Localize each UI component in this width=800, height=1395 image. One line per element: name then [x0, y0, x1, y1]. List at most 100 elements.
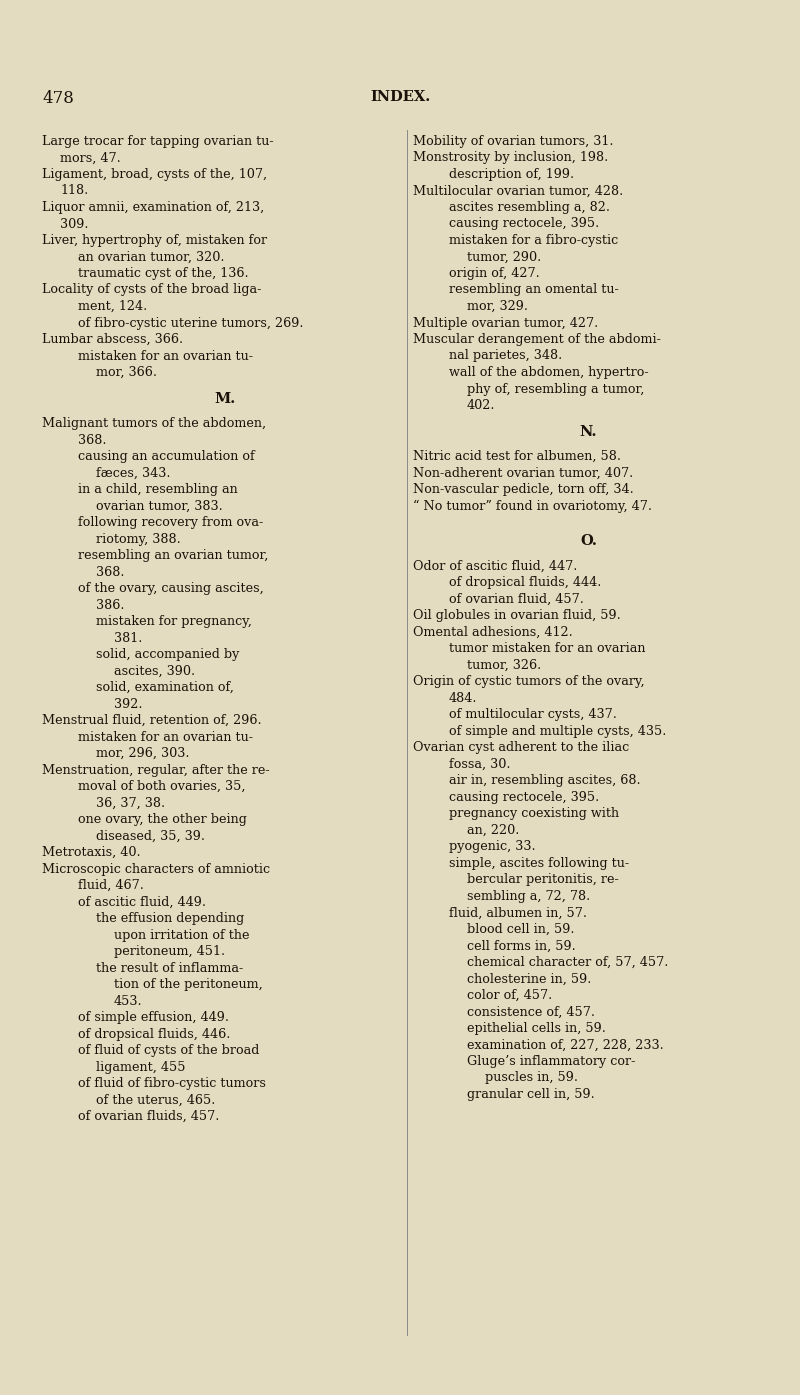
- Text: resembling an ovarian tumor,: resembling an ovarian tumor,: [78, 550, 268, 562]
- Text: Nitric acid test for albumen, 58.: Nitric acid test for albumen, 58.: [413, 451, 621, 463]
- Text: Non-adherent ovarian tumor, 407.: Non-adherent ovarian tumor, 407.: [413, 467, 634, 480]
- Text: Malignant tumors of the abdomen,: Malignant tumors of the abdomen,: [42, 417, 266, 430]
- Text: resembling an omental tu-: resembling an omental tu-: [449, 283, 618, 297]
- Text: tumor, 290.: tumor, 290.: [467, 251, 542, 264]
- Text: Omental adhesions, 412.: Omental adhesions, 412.: [413, 626, 573, 639]
- Text: Lumbar abscess, 366.: Lumbar abscess, 366.: [42, 333, 183, 346]
- Text: ascites resembling a, 82.: ascites resembling a, 82.: [449, 201, 610, 213]
- Text: an, 220.: an, 220.: [467, 824, 519, 837]
- Text: pyogenic, 33.: pyogenic, 33.: [449, 840, 536, 854]
- Text: of fluid of cysts of the broad: of fluid of cysts of the broad: [78, 1043, 259, 1057]
- Text: in a child, resembling an: in a child, resembling an: [78, 483, 238, 497]
- Text: 368.: 368.: [78, 434, 106, 446]
- Text: Metrotaxis, 40.: Metrotaxis, 40.: [42, 847, 141, 859]
- Text: blood cell in, 59.: blood cell in, 59.: [467, 923, 574, 936]
- Text: mistaken for an ovarian tu-: mistaken for an ovarian tu-: [78, 731, 253, 744]
- Text: ascites, 390.: ascites, 390.: [114, 664, 195, 678]
- Text: color of, 457.: color of, 457.: [467, 989, 552, 1002]
- Text: Oil globules in ovarian fluid, 59.: Oil globules in ovarian fluid, 59.: [413, 610, 621, 622]
- Text: riotomy, 388.: riotomy, 388.: [96, 533, 181, 545]
- Text: examination of, 227, 228, 233.: examination of, 227, 228, 233.: [467, 1038, 664, 1052]
- Text: peritoneum, 451.: peritoneum, 451.: [114, 946, 225, 958]
- Text: an ovarian tumor, 320.: an ovarian tumor, 320.: [78, 251, 225, 264]
- Text: ligament, 455: ligament, 455: [96, 1060, 186, 1074]
- Text: pregnancy coexisting with: pregnancy coexisting with: [449, 808, 619, 820]
- Text: Liver, hypertrophy of, mistaken for: Liver, hypertrophy of, mistaken for: [42, 234, 267, 247]
- Text: sembling a, 72, 78.: sembling a, 72, 78.: [467, 890, 590, 903]
- Text: N.: N.: [580, 424, 598, 438]
- Text: following recovery from ova-: following recovery from ova-: [78, 516, 263, 529]
- Text: mistaken for an ovarian tu-: mistaken for an ovarian tu-: [78, 350, 253, 363]
- Text: origin of, 427.: origin of, 427.: [449, 266, 540, 280]
- Text: Ovarian cyst adherent to the iliac: Ovarian cyst adherent to the iliac: [413, 741, 630, 755]
- Text: of ascitic fluid, 449.: of ascitic fluid, 449.: [78, 896, 206, 908]
- Text: tumor, 326.: tumor, 326.: [467, 658, 542, 672]
- Text: Mobility of ovarian tumors, 31.: Mobility of ovarian tumors, 31.: [413, 135, 614, 148]
- Text: diseased, 35, 39.: diseased, 35, 39.: [96, 830, 205, 843]
- Text: 484.: 484.: [449, 692, 478, 704]
- Text: 386.: 386.: [96, 598, 125, 611]
- Text: of the uterus, 465.: of the uterus, 465.: [96, 1094, 215, 1106]
- Text: Microscopic characters of amniotic: Microscopic characters of amniotic: [42, 862, 270, 876]
- Text: 118.: 118.: [60, 184, 88, 198]
- Text: chemical character of, 57, 457.: chemical character of, 57, 457.: [467, 956, 668, 970]
- Text: one ovary, the other being: one ovary, the other being: [78, 813, 247, 826]
- Text: Locality of cysts of the broad liga-: Locality of cysts of the broad liga-: [42, 283, 262, 297]
- Text: 478: 478: [42, 91, 74, 107]
- Text: of ovarian fluid, 457.: of ovarian fluid, 457.: [449, 593, 584, 605]
- Text: of simple effusion, 449.: of simple effusion, 449.: [78, 1011, 229, 1024]
- Text: INDEX.: INDEX.: [370, 91, 430, 105]
- Text: moval of both ovaries, 35,: moval of both ovaries, 35,: [78, 780, 246, 794]
- Text: fæces, 343.: fæces, 343.: [96, 467, 170, 480]
- Text: Liquor amnii, examination of, 213,: Liquor amnii, examination of, 213,: [42, 201, 264, 213]
- Text: wall of the abdomen, hypertro-: wall of the abdomen, hypertro-: [449, 365, 649, 379]
- Text: Menstrual fluid, retention of, 296.: Menstrual fluid, retention of, 296.: [42, 714, 262, 727]
- Text: Menstruation, regular, after the re-: Menstruation, regular, after the re-: [42, 763, 270, 777]
- Text: Odor of ascitic fluid, 447.: Odor of ascitic fluid, 447.: [413, 559, 578, 573]
- Text: fluid, 467.: fluid, 467.: [78, 879, 144, 893]
- Text: Multilocular ovarian tumor, 428.: Multilocular ovarian tumor, 428.: [413, 184, 623, 198]
- Text: solid, examination of,: solid, examination of,: [96, 681, 234, 695]
- Text: causing rectocele, 395.: causing rectocele, 395.: [449, 218, 599, 230]
- Text: Origin of cystic tumors of the ovary,: Origin of cystic tumors of the ovary,: [413, 675, 645, 688]
- Text: ment, 124.: ment, 124.: [78, 300, 147, 312]
- Text: bercular peritonitis, re-: bercular peritonitis, re-: [467, 873, 618, 886]
- Text: of the ovary, causing ascites,: of the ovary, causing ascites,: [78, 582, 264, 596]
- Text: description of, 199.: description of, 199.: [449, 167, 574, 181]
- Text: of dropsical fluids, 444.: of dropsical fluids, 444.: [449, 576, 602, 589]
- Text: ovarian tumor, 383.: ovarian tumor, 383.: [96, 499, 222, 512]
- Text: M.: M.: [214, 392, 235, 406]
- Text: solid, accompanied by: solid, accompanied by: [96, 649, 239, 661]
- Text: mor, 366.: mor, 366.: [96, 365, 157, 379]
- Text: Muscular derangement of the abdomi-: Muscular derangement of the abdomi-: [413, 333, 661, 346]
- Text: puscles in, 59.: puscles in, 59.: [485, 1071, 578, 1084]
- Text: fluid, albumen in, 57.: fluid, albumen in, 57.: [449, 907, 587, 919]
- Text: tion of the peritoneum,: tion of the peritoneum,: [114, 978, 262, 992]
- Text: cholesterine in, 59.: cholesterine in, 59.: [467, 972, 591, 985]
- Text: 392.: 392.: [114, 698, 142, 710]
- Text: the result of inflamma-: the result of inflamma-: [96, 961, 243, 975]
- Text: Gluge’s inflammatory cor-: Gluge’s inflammatory cor-: [467, 1055, 635, 1069]
- Text: mistaken for a fibro-cystic: mistaken for a fibro-cystic: [449, 234, 618, 247]
- Text: of simple and multiple cysts, 435.: of simple and multiple cysts, 435.: [449, 725, 666, 738]
- Text: mistaken for pregnancy,: mistaken for pregnancy,: [96, 615, 252, 628]
- Text: upon irritation of the: upon irritation of the: [114, 929, 250, 942]
- Text: consistence of, 457.: consistence of, 457.: [467, 1006, 595, 1018]
- Text: O.: O.: [580, 534, 597, 548]
- Text: simple, ascites following tu-: simple, ascites following tu-: [449, 857, 629, 870]
- Text: granular cell in, 59.: granular cell in, 59.: [467, 1088, 594, 1101]
- Text: mor, 296, 303.: mor, 296, 303.: [96, 748, 190, 760]
- Text: Multiple ovarian tumor, 427.: Multiple ovarian tumor, 427.: [413, 317, 598, 329]
- Text: of dropsical fluids, 446.: of dropsical fluids, 446.: [78, 1028, 230, 1041]
- Text: 309.: 309.: [60, 218, 89, 230]
- Text: the effusion depending: the effusion depending: [96, 912, 244, 925]
- Text: of fluid of fibro-cystic tumors: of fluid of fibro-cystic tumors: [78, 1077, 266, 1089]
- Text: epithelial cells in, 59.: epithelial cells in, 59.: [467, 1023, 606, 1035]
- Text: of ovarian fluids, 457.: of ovarian fluids, 457.: [78, 1110, 219, 1123]
- Text: 453.: 453.: [114, 995, 142, 1007]
- Text: Ligament, broad, cysts of the, 107,: Ligament, broad, cysts of the, 107,: [42, 167, 267, 181]
- Text: of multilocular cysts, 437.: of multilocular cysts, 437.: [449, 709, 617, 721]
- Text: Non-vascular pedicle, torn off, 34.: Non-vascular pedicle, torn off, 34.: [413, 483, 634, 497]
- Text: fossa, 30.: fossa, 30.: [449, 757, 510, 771]
- Text: Monstrosity by inclusion, 198.: Monstrosity by inclusion, 198.: [413, 152, 608, 165]
